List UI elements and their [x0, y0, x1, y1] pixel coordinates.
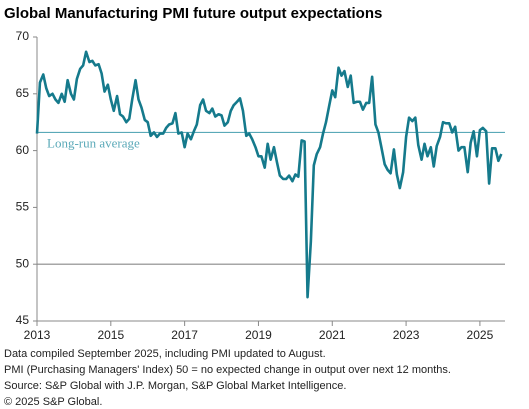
x-tick-label: 2017: [171, 328, 198, 342]
y-tick-label: 70: [16, 29, 30, 43]
x-tick-label: 2021: [319, 328, 346, 342]
footnote: Data compiled September 2025, including …: [4, 348, 326, 360]
y-tick-label: 55: [16, 200, 30, 214]
y-tick-label: 45: [16, 313, 30, 327]
x-tick-label: 2013: [24, 328, 51, 342]
y-tick-label: 60: [16, 143, 30, 157]
x-tick-label: 2015: [97, 328, 124, 342]
x-tick-label: 2019: [245, 328, 272, 342]
x-tick-label: 2025: [467, 328, 494, 342]
y-tick-label: 50: [16, 256, 30, 270]
footnote: Source: S&P Global with J.P. Morgan, S&P…: [4, 380, 346, 392]
line-series: [35, 50, 503, 299]
y-tick-label: 65: [16, 86, 30, 100]
reference-label: Long-run average: [47, 135, 140, 150]
x-tick-label: 2023: [393, 328, 420, 342]
chart-title: Global Manufacturing PMI future output e…: [4, 5, 382, 22]
footnote: © 2025 S&P Global.: [4, 396, 102, 408]
footnote: PMI (Purchasing Managers' Index) 50 = no…: [4, 364, 451, 376]
